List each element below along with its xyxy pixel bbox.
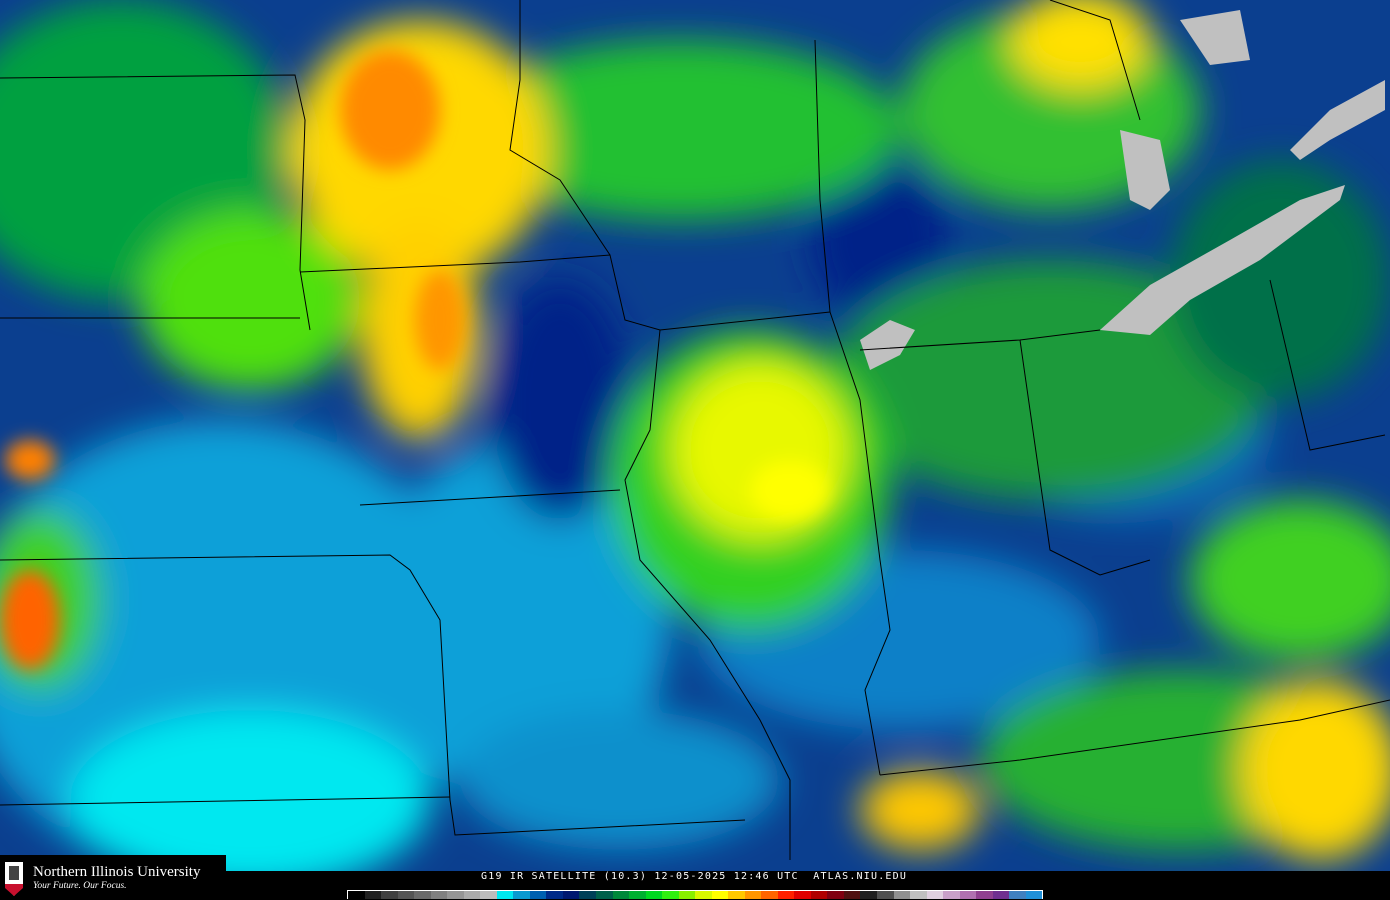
colorbar-segment [645, 891, 663, 899]
colorbar-segment [1025, 891, 1043, 899]
colorbar-segment [943, 891, 960, 899]
colorbar-segment [860, 891, 877, 899]
colorbar-segment [496, 891, 514, 899]
colorbar-segment [629, 891, 646, 899]
colorbar-segment [794, 891, 811, 899]
colorbar-segment [562, 891, 580, 899]
cloud-layer [0, 0, 1390, 871]
colorbar-segment [744, 891, 762, 899]
colorbar-segment [480, 891, 497, 899]
caption-satellite: G19 IR SATELLITE (10.3) [481, 871, 648, 882]
colorbar-segment [926, 891, 944, 899]
caption-date: 12-05-2025 [654, 871, 727, 882]
colorbar-segment [777, 891, 795, 899]
university-name: Northern Illinois University [33, 863, 201, 880]
colorbar-segment [348, 891, 365, 899]
colorbar-segment [992, 891, 1010, 899]
colorbar-segment [414, 891, 431, 899]
colorbar-segment [447, 891, 464, 899]
great-lakes [860, 10, 1385, 370]
colorbar-segment [678, 891, 696, 899]
state-borders [0, 0, 1390, 860]
colorbar-segment [579, 891, 596, 899]
colorbar-segment [1009, 891, 1026, 899]
colorbar-segment [662, 891, 679, 899]
colorbar-segment [595, 891, 613, 899]
colorbar-segment [430, 891, 448, 899]
niu-logo: Northern Illinois University Your Future… [0, 855, 226, 900]
colorbar-segment [910, 891, 927, 899]
colorbar-segment [695, 891, 712, 899]
colorbar-segment [711, 891, 729, 899]
colorbar-segment [877, 891, 894, 899]
colorbar-segment [728, 891, 745, 899]
colorbar-segment [893, 891, 911, 899]
colorbar-segment [827, 891, 844, 899]
caption-time: 12:46 UTC [733, 871, 799, 882]
colorbar-segment [513, 891, 530, 899]
colorbar-segment [976, 891, 993, 899]
temperature-colorbar [347, 890, 1043, 899]
satellite-ir-image [0, 0, 1390, 871]
colorbar-segment [612, 891, 630, 899]
colorbar-segment [529, 891, 547, 899]
colorbar-segment [381, 891, 398, 899]
colorbar-segment [364, 891, 382, 899]
colorbar-segment [810, 891, 828, 899]
colorbar-segment [463, 891, 481, 899]
caption-site: ATLAS.NIU.EDU [813, 871, 908, 882]
university-tagline: Your Future. Our Focus. [33, 880, 127, 891]
colorbar-segment [546, 891, 563, 899]
colorbar-segment [761, 891, 778, 899]
niu-seal-icon [5, 861, 23, 896]
image-caption: G19 IR SATELLITE (10.3) 12-05-2025 12:46… [481, 871, 907, 882]
colorbar-segment [843, 891, 861, 899]
colorbar-segment [397, 891, 415, 899]
colorbar-segment [959, 891, 977, 899]
